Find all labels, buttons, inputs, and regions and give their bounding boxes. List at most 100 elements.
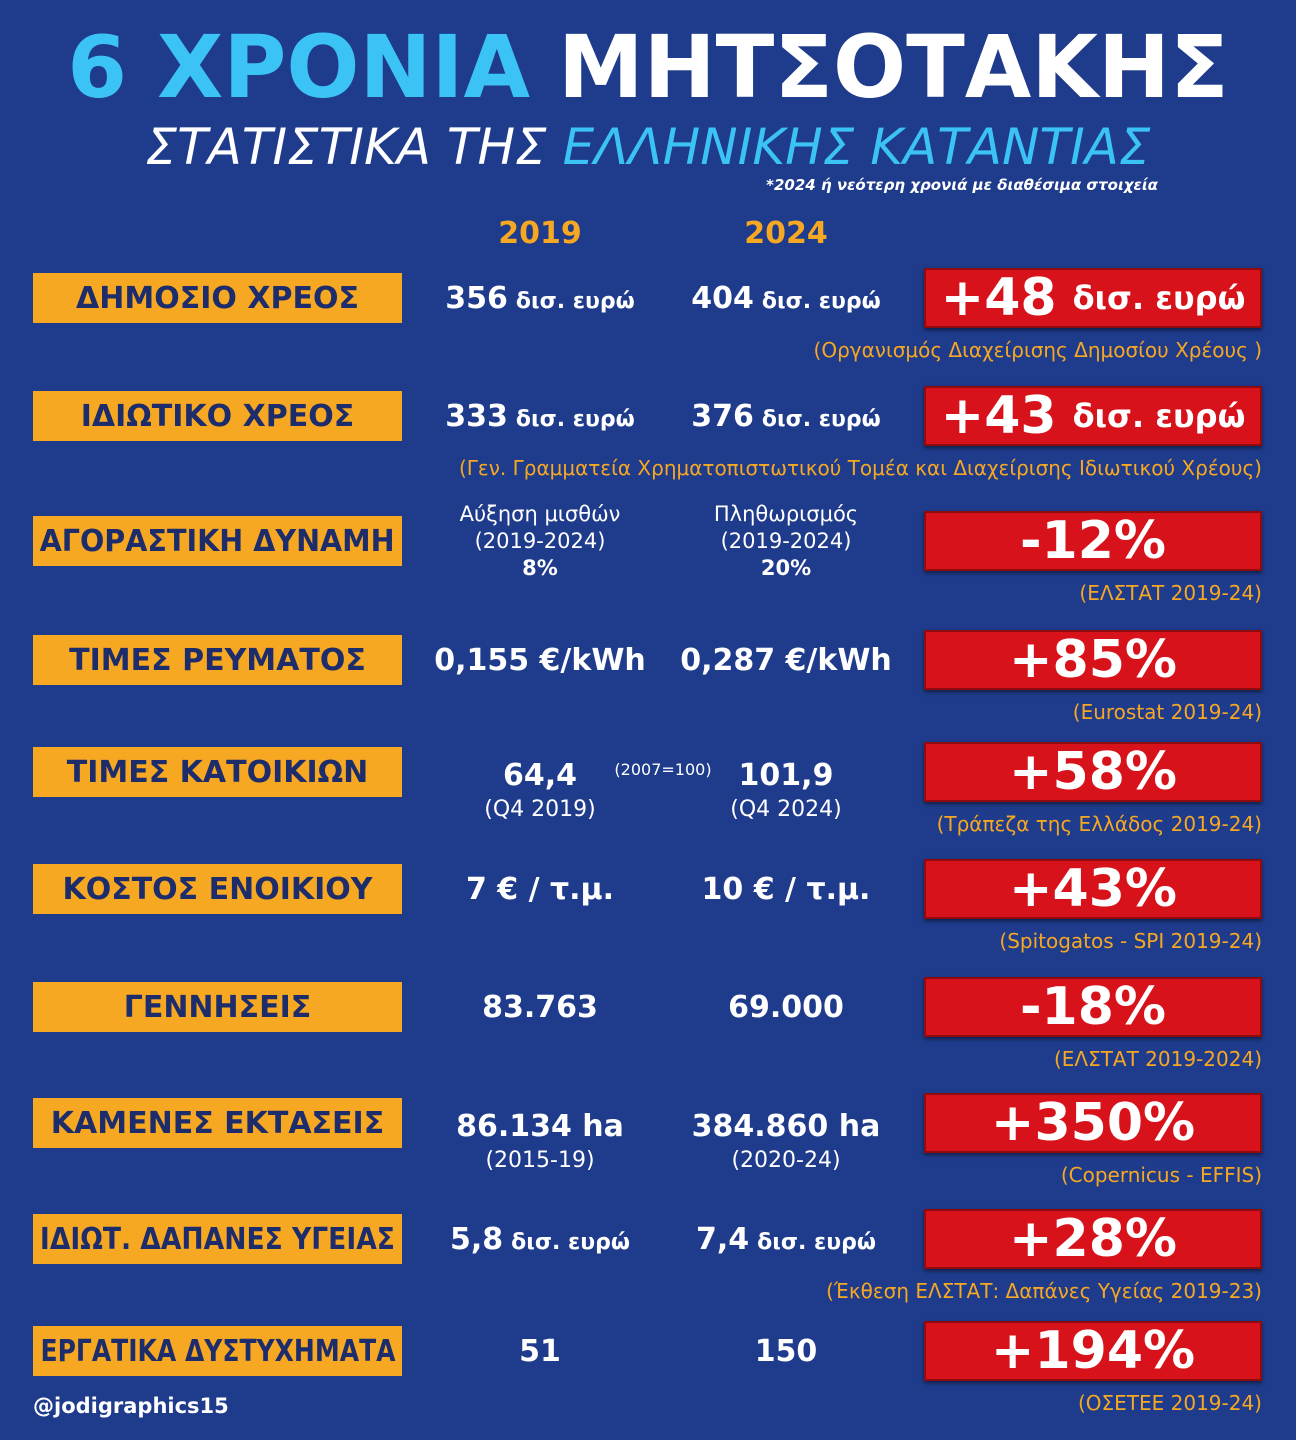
value: 51 (519, 1334, 561, 1369)
row-label: ΚΑΜΕΝΕΣ ΕΚΤΑΣΕΙΣ (33, 1098, 402, 1148)
value-cell: 376 δισ. ευρώ (661, 356, 911, 476)
row-label-text: ΔΗΜΟΣΙΟ ΧΡΕΟΣ (76, 280, 359, 316)
value: 333 δισ. ευρώ (445, 399, 634, 434)
subtitle-part: ΕΛΛΗΝΙΚΗΣ ΚΑΤΑΝΤΙΑΣ (562, 118, 1151, 176)
change-unit: δισ. ευρώ (1072, 279, 1246, 317)
source: (Copernicus - EFFIS) (1060, 1163, 1262, 1187)
note: *2024 ή νεότερη χρονιά με διαθέσιμα στοι… (766, 176, 1158, 194)
value-unit: δισ. ευρώ (761, 288, 881, 314)
row-label: ΕΡΓΑΤΙΚΑ ΔΥΣΤΥΧΗΜΑΤΑ (33, 1326, 402, 1376)
value: 7 € / τ.μ. (466, 872, 614, 907)
row-label: ΤΙΜΕΣ ΡΕΥΜΑΤΟΣ (33, 635, 402, 685)
title: 6 ΧΡΟΝΙΑ ΜΗΤΣΟΤΑΚΗΣ (0, 18, 1296, 118)
value: 83.763 (482, 990, 598, 1025)
value-unit: δισ. ευρώ (761, 406, 881, 432)
subtitle-part: ΣΤΑΤΙΣΤΙΚΑ ΤΗΣ (145, 118, 547, 176)
value-cell: Αύξηση μισθών (2019-2024) 8% (415, 481, 665, 601)
row-label-text: ΓΕΝΝΗΣΕΙΣ (123, 989, 312, 1025)
value-text: 101,9 (738, 758, 834, 793)
row-label: ΑΓΟΡΑΣΤΙΚΗ ΔΥΝΑΜΗ (33, 516, 402, 566)
value-cell: 150 (661, 1291, 911, 1411)
value-line: Πληθωρισμός (713, 501, 859, 526)
value: 86.134 ha (456, 1109, 624, 1144)
value-cell: Πληθωρισμός (2019-2024) 20% (661, 481, 911, 601)
row-label-text: ΚΑΜΕΝΕΣ ΕΚΤΑΣΕΙΣ (50, 1105, 385, 1141)
value-cell: 7 € / τ.μ. (415, 829, 665, 949)
change-value: +350% (990, 1093, 1196, 1153)
row-label-text: ΚΟΣΤΟΣ ΕΝΟΙΚΙΟΥ (62, 871, 373, 907)
value-text: 5,8 (450, 1221, 504, 1257)
value-sub: (2020-24) (731, 1148, 841, 1173)
value-text: 86.134 ha (456, 1109, 624, 1144)
value-text: 10 € / τ.μ. (701, 871, 871, 907)
source: (ΕΛΣΤΑΤ 2019-24) (1079, 581, 1262, 605)
column-header: 2024 (744, 216, 828, 251)
change-unit: δισ. ευρώ (1072, 397, 1246, 435)
value-cell: 5,8 δισ. ευρώ (415, 1179, 665, 1299)
value-cell: 0,287 €/kWh (661, 600, 911, 720)
value-text: 83.763 (482, 989, 598, 1025)
row-label: ΚΟΣΤΟΣ ΕΝΟΙΚΙΟΥ (33, 864, 402, 914)
value: 384.860 ha (692, 1109, 881, 1144)
change-box: +43% (924, 859, 1262, 919)
source: (Τράπεζα της Ελλάδος 2019-24) (936, 812, 1262, 836)
value-line: (2019-2024) (474, 528, 606, 553)
source: (Eurostat 2019-24) (1072, 700, 1262, 724)
value-line: (2019-2024) (720, 528, 852, 553)
change-value: +43 (940, 386, 1057, 446)
value-unit: δισ. ευρώ (757, 1229, 876, 1255)
value-text: 150 (754, 1333, 818, 1369)
value-text: 64,4 (502, 758, 578, 793)
footer: @jodigraphics15 (33, 1394, 229, 1418)
change-box: +194% (924, 1321, 1262, 1381)
value-cell: 69.000 (661, 947, 911, 1067)
value-cell: 10 € / τ.μ. (661, 829, 911, 949)
value-text: 69.000 (728, 989, 844, 1025)
value-text: 356 (445, 280, 508, 316)
value-cell: 64,4 (Q4 2019) (415, 730, 665, 850)
value-text: 0,155 €/kWh (434, 642, 646, 678)
value-cell: 83.763 (415, 947, 665, 1067)
row-label: ΔΗΜΟΣΙΟ ΧΡΕΟΣ (33, 273, 402, 323)
column-header: 2019 (498, 216, 582, 251)
value: 5,8 δισ. ευρώ (450, 1222, 630, 1257)
row-label-text: ΑΓΟΡΑΣΤΙΚΗ ΔΥΝΑΜΗ (40, 523, 395, 559)
value-line: 20% (760, 555, 812, 580)
change-box: +350% (924, 1093, 1262, 1153)
row-label: ΤΙΜΕΣ ΚΑΤΟΙΚΙΩΝ (33, 747, 402, 797)
subtitle: ΣΤΑΤΙΣΤΙΚΑ ΤΗΣ ΕΛΛΗΝΙΚΗΣ ΚΑΤΑΝΤΙΑΣ (0, 115, 1296, 179)
change-box: -18% (924, 977, 1262, 1037)
value: 376 δισ. ευρώ (691, 399, 880, 434)
value-cell: 356 δισ. ευρώ (415, 238, 665, 358)
row-label-text: ΕΡΓΑΤΙΚΑ ΔΥΣΤΥΧΗΜΑΤΑ (40, 1333, 395, 1369)
change-value: +28% (1008, 1209, 1178, 1269)
change-value: +194% (990, 1321, 1196, 1381)
change-value: +43% (1008, 859, 1178, 919)
source: (Spitogatos - SPI 2019-24) (999, 929, 1262, 953)
value: 356 δισ. ευρώ (445, 281, 634, 316)
value: 150 (755, 1334, 818, 1369)
value-cell: 384.860 ha (2020-24) (661, 1081, 911, 1201)
row-label-text: ΙΔΙΩΤ. ΔΑΠΑΝΕΣ ΥΓΕΙΑΣ (40, 1221, 396, 1257)
title-part: 6 ΧΡΟΝΙΑ (67, 18, 531, 118)
value-text: 404 (691, 280, 754, 316)
value: 10 € / τ.μ. (702, 872, 871, 907)
row-label: ΓΕΝΝΗΣΕΙΣ (33, 982, 402, 1032)
value-line: 8% (522, 555, 558, 580)
change-value: -12% (1019, 511, 1167, 571)
value-text: 384.860 ha (691, 1109, 881, 1144)
value-cell: 51 (415, 1291, 665, 1411)
value-text: 7 € / τ.μ. (465, 871, 615, 907)
row-label: ΙΔΙΩΤΙΚΟ ΧΡΕΟΣ (33, 391, 402, 441)
source: (Οργανισμός Διαχείρισης Δημοσίου Χρέους … (813, 338, 1262, 362)
value: 0,287 €/kWh (680, 643, 892, 678)
change-box: +58% (924, 742, 1262, 802)
change-value: +48 (940, 268, 1057, 328)
mid-note: (2007=100) (614, 760, 712, 779)
value-sub: (Q4 2019) (484, 797, 596, 822)
value-unit: δισ. ευρώ (511, 1229, 630, 1255)
value: 69.000 (728, 990, 844, 1025)
value-cell: 333 δισ. ευρώ (415, 356, 665, 476)
source: (ΟΣΕΤΕΕ 2019-24) (1077, 1391, 1262, 1415)
